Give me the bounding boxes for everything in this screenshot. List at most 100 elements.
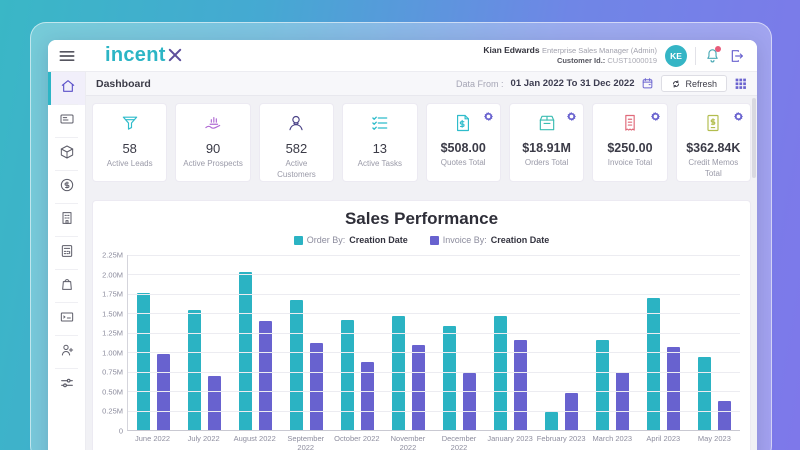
kpi-card-orders-total[interactable]: $18.91M Orders Total <box>508 103 585 182</box>
x-axis-label: March 2023 <box>592 434 633 443</box>
gear-icon[interactable] <box>733 109 744 122</box>
checklist-icon <box>370 113 390 133</box>
bar-group-april-2023 <box>638 255 689 430</box>
notifications-bell-icon[interactable] <box>704 46 721 64</box>
gear-icon[interactable] <box>483 109 494 122</box>
invoice-bar[interactable] <box>718 401 731 430</box>
order-bar[interactable] <box>239 272 252 430</box>
invoice-bar[interactable] <box>667 346 680 430</box>
kpi-value: 13 <box>372 141 388 156</box>
sidebar <box>48 72 86 450</box>
legend-swatch <box>293 235 303 245</box>
order-bar[interactable] <box>188 310 201 430</box>
sidebar-item-home[interactable] <box>48 72 85 105</box>
calculator-icon <box>59 243 75 264</box>
app-logo[interactable]: incent <box>105 44 183 67</box>
gear-icon[interactable] <box>566 109 577 122</box>
bar-group-july-2022 <box>179 255 230 430</box>
person-add-icon <box>59 342 75 363</box>
kpi-value: $250.00 <box>607 141 653 155</box>
logo-x-icon <box>168 48 181 62</box>
home-icon <box>60 78 76 99</box>
person-icon <box>286 113 306 133</box>
y-tick-label: 1.75M <box>102 289 123 299</box>
y-tick-label: 0.50M <box>102 387 123 397</box>
kpi-card-active-tasks[interactable]: 13 Active Tasks <box>342 103 418 182</box>
order-bar[interactable] <box>341 319 354 430</box>
invoice-bar[interactable] <box>616 372 629 430</box>
gear-icon[interactable] <box>650 109 661 122</box>
invoice-bar[interactable] <box>259 321 272 430</box>
order-bar[interactable] <box>290 300 303 430</box>
legend-item-order[interactable]: Order By: Creation Date <box>293 235 408 245</box>
refresh-label: Refresh <box>685 78 717 89</box>
kpi-card-invoice-total[interactable]: $250.00 Invoice Total <box>592 103 668 182</box>
order-bar[interactable] <box>596 339 609 430</box>
refresh-button[interactable]: Refresh <box>661 75 727 92</box>
building-icon <box>59 210 75 231</box>
app-window: incent Kian Edwards Enterprise Sales Man… <box>48 40 757 450</box>
date-range-value[interactable]: 01 Jan 2022 To 31 Dec 2022 <box>510 78 635 89</box>
gridline <box>128 293 740 295</box>
x-axis-label: January 2023 <box>487 434 533 443</box>
kpi-card-quotes-total[interactable]: $508.00 Quotes Total <box>425 103 501 182</box>
order-bar[interactable] <box>137 293 150 430</box>
apps-grid-icon[interactable] <box>734 77 747 90</box>
order-bar[interactable] <box>647 297 660 430</box>
invoice-icon <box>620 113 640 133</box>
y-tick-label: 2.25M <box>102 250 123 260</box>
order-bar[interactable] <box>698 356 711 430</box>
kpi-card-active-customers[interactable]: 582 Active Customers <box>258 103 335 182</box>
order-bar[interactable] <box>392 316 405 430</box>
calendar-icon[interactable] <box>641 77 654 90</box>
logout-icon[interactable] <box>729 48 745 64</box>
kpi-card-active-leads[interactable]: 58 Active Leads <box>92 103 168 182</box>
invoice-bar[interactable] <box>463 373 476 430</box>
x-axis-label: August 2022 <box>233 434 276 443</box>
kpi-value: 90 <box>205 141 221 156</box>
sidebar-item-commissions[interactable] <box>48 171 85 204</box>
credit-memo-icon <box>703 113 723 133</box>
avatar[interactable]: KE <box>665 44 687 67</box>
sidebar-item-calculator[interactable] <box>48 237 85 270</box>
legend-swatch <box>429 235 439 245</box>
sidebar-item-organization[interactable] <box>48 204 85 237</box>
invoice-bar[interactable] <box>361 361 374 430</box>
y-tick-label: 0 <box>118 426 123 436</box>
y-axis: 2.25M 2.00M 1.75M 1.50M 1.25M 1.00M 0.75M 0.50M… <box>97 251 127 436</box>
sidebar-item-agreements[interactable] <box>48 303 85 336</box>
bar-group-august-2022 <box>230 255 281 430</box>
y-tick-label: 1.50M <box>102 309 123 319</box>
gridline <box>128 255 740 256</box>
shopping-bag-icon <box>59 276 75 297</box>
bar-group-october-2022 <box>332 255 383 430</box>
header-divider <box>695 46 696 65</box>
legend-item-invoice[interactable]: Invoice By: Creation Date <box>429 235 549 245</box>
scrollbar[interactable] <box>752 98 756 178</box>
invoice-bar[interactable] <box>514 339 527 430</box>
y-tick-label: 0.25M <box>102 406 123 416</box>
kpi-label: Active Tasks <box>357 159 402 168</box>
invoice-bar[interactable] <box>310 342 323 430</box>
kpi-card-credit-memos-total[interactable]: $362.84K Credit Memos Total <box>675 103 751 182</box>
order-bar[interactable] <box>545 412 558 430</box>
kpi-label: Active Prospects <box>183 159 243 168</box>
sidebar-item-crm[interactable] <box>48 105 85 138</box>
sidebar-item-adjustments[interactable] <box>48 369 85 402</box>
bar-group-december-2022 <box>434 255 485 430</box>
sidebar-item-inventory[interactable] <box>48 138 85 171</box>
order-bar[interactable] <box>443 325 456 430</box>
order-bar[interactable] <box>494 315 507 430</box>
invoice-bar[interactable] <box>412 345 425 430</box>
user-info[interactable]: Kian Edwards Enterprise Sales Manager (A… <box>483 45 657 67</box>
invoice-bar[interactable] <box>208 375 221 430</box>
kpi-value: 58 <box>122 141 137 156</box>
sidebar-item-add-user[interactable] <box>48 336 85 369</box>
sidebar-item-purchases[interactable] <box>48 270 85 303</box>
gridline <box>128 332 740 334</box>
hamburger-menu-icon[interactable] <box>57 46 77 66</box>
gridline <box>128 371 740 373</box>
chart-title: Sales Performance <box>344 209 499 228</box>
chart-area: 2.25M 2.00M 1.75M 1.50M 1.25M 1.00M 0.75M 0.50M… <box>97 251 740 436</box>
kpi-card-active-prospects[interactable]: 90 Active Prospects <box>175 103 251 182</box>
